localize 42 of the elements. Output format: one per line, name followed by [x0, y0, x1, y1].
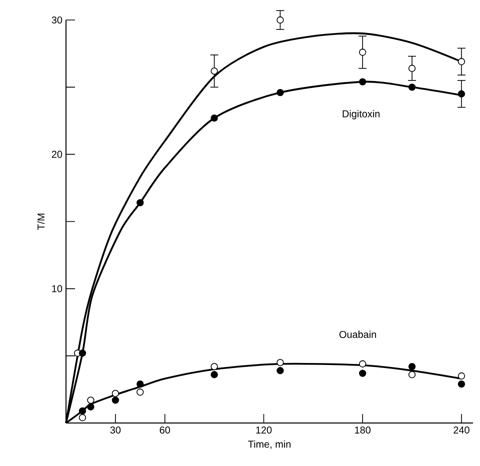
- point: [136, 380, 144, 388]
- point: [276, 16, 284, 24]
- x-tick-label: 180: [355, 426, 371, 434]
- point: [276, 88, 284, 96]
- point: [136, 388, 144, 396]
- point: [78, 350, 86, 357]
- point: [359, 360, 366, 368]
- point: [408, 64, 416, 72]
- point: [408, 371, 416, 378]
- point: [210, 67, 218, 75]
- point: [458, 380, 466, 388]
- x-tick-label: 240: [454, 426, 470, 434]
- point: [210, 371, 218, 378]
- annotation: Ouabain: [339, 330, 376, 338]
- point: [458, 372, 466, 380]
- x-tick-label: 30: [110, 426, 121, 434]
- x-tick-label: 60: [160, 426, 170, 434]
- x-axis-title: Time, min: [248, 440, 291, 449]
- point: [136, 199, 144, 206]
- point: [78, 407, 86, 414]
- point: [210, 114, 218, 122]
- y-tick-label: 10: [52, 285, 62, 292]
- point: [276, 358, 284, 366]
- annotation: Digitoxin: [342, 110, 380, 120]
- y-axis-title: T/M: [37, 214, 45, 230]
- y-tick-label: 30: [52, 16, 62, 24]
- point: [359, 370, 366, 377]
- point: [210, 362, 218, 370]
- point: [458, 58, 466, 66]
- point: [408, 362, 416, 370]
- point: [458, 90, 466, 98]
- point: [112, 390, 120, 398]
- y-tick-label: 20: [52, 150, 62, 158]
- point: [87, 403, 94, 410]
- point: [359, 78, 366, 86]
- x-tick-label: 120: [256, 426, 272, 434]
- point: [87, 396, 94, 404]
- point: [359, 48, 366, 56]
- point: [408, 84, 416, 91]
- point: [78, 414, 86, 422]
- point: [112, 396, 120, 404]
- point: [276, 367, 284, 374]
